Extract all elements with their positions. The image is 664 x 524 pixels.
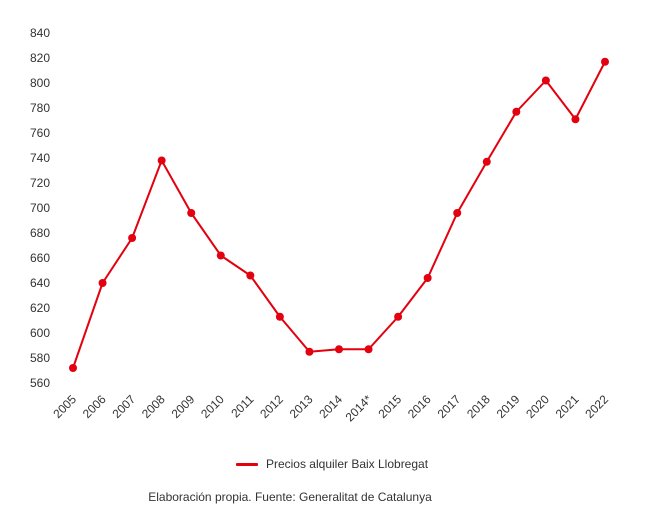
legend: Precios alquiler Baix Llobregat <box>0 457 664 471</box>
x-tick-label: 2014 <box>316 392 345 421</box>
data-point <box>541 76 550 85</box>
plot-area <box>69 57 609 372</box>
y-tick-label: 640 <box>30 276 50 290</box>
data-point <box>601 57 609 66</box>
x-tick-label: 2020 <box>523 392 552 421</box>
data-point <box>482 157 491 166</box>
data-point <box>275 312 284 321</box>
data-point <box>98 279 107 287</box>
y-tick-label: 600 <box>30 326 50 340</box>
x-tick-label: 2021 <box>553 392 582 421</box>
legend-swatch <box>235 462 258 466</box>
y-tick-label: 740 <box>30 151 50 165</box>
x-tick-label: 2006 <box>80 392 109 421</box>
y-tick-label: 620 <box>30 301 50 315</box>
source-note: Elaboración propia. Fuente: Generalitat … <box>148 490 432 504</box>
x-tick-label: 2007 <box>109 392 138 421</box>
x-tick-label: 2005 <box>50 392 79 421</box>
x-tick-label: 2018 <box>464 392 493 421</box>
series-line <box>72 61 606 369</box>
y-tick-label: 800 <box>30 76 50 90</box>
data-point <box>453 209 462 217</box>
data-point <box>423 274 432 282</box>
y-tick-label: 840 <box>30 26 50 40</box>
data-point <box>246 271 255 280</box>
data-point <box>364 345 373 354</box>
x-tick-label: 2009 <box>169 392 198 421</box>
data-point <box>187 209 196 217</box>
x-tick-label: 2017 <box>435 392 464 421</box>
data-point <box>335 345 343 354</box>
data-point <box>512 107 521 116</box>
x-tick-label: 2014* <box>343 392 375 424</box>
data-point <box>305 347 314 356</box>
x-tick-label: 2015 <box>375 392 404 421</box>
x-tick-label: 2022 <box>582 392 611 421</box>
y-tick-label: 820 <box>30 51 50 65</box>
data-point <box>571 115 580 124</box>
data-point <box>69 364 77 372</box>
y-axis: 560 580 600 620 640 660 680 700 720 740 760 780 800 8… <box>30 26 50 390</box>
legend-label: Precios alquiler Baix Llobregat <box>265 457 429 471</box>
line-chart: 560 580 600 620 640 660 680 700 720 740 760 780 800 8… <box>30 26 611 424</box>
data-point <box>216 251 225 260</box>
x-tick-label: 2016 <box>405 392 434 421</box>
x-tick-label: 2013 <box>287 392 316 421</box>
y-tick-label: 700 <box>30 201 50 215</box>
x-tick-label: 2012 <box>257 392 286 421</box>
y-tick-label: 560 <box>30 376 50 390</box>
data-point <box>157 156 166 165</box>
data-point <box>394 312 403 321</box>
y-tick-label: 660 <box>30 251 50 265</box>
x-tick-label: 2019 <box>494 392 523 421</box>
data-point <box>128 234 137 242</box>
x-tick-label: 2011 <box>228 392 256 420</box>
y-tick-label: 580 <box>30 351 50 365</box>
y-tick-label: 680 <box>30 226 50 240</box>
y-tick-label: 780 <box>30 101 50 115</box>
x-tick-label: 2010 <box>198 392 227 421</box>
y-tick-label: 720 <box>30 176 50 190</box>
y-tick-label: 760 <box>30 126 50 140</box>
x-axis: 2005 2006 2007 2008 2009 2010 2011 2012 2013 2014… <box>50 392 611 424</box>
x-tick-label: 2008 <box>139 392 168 421</box>
